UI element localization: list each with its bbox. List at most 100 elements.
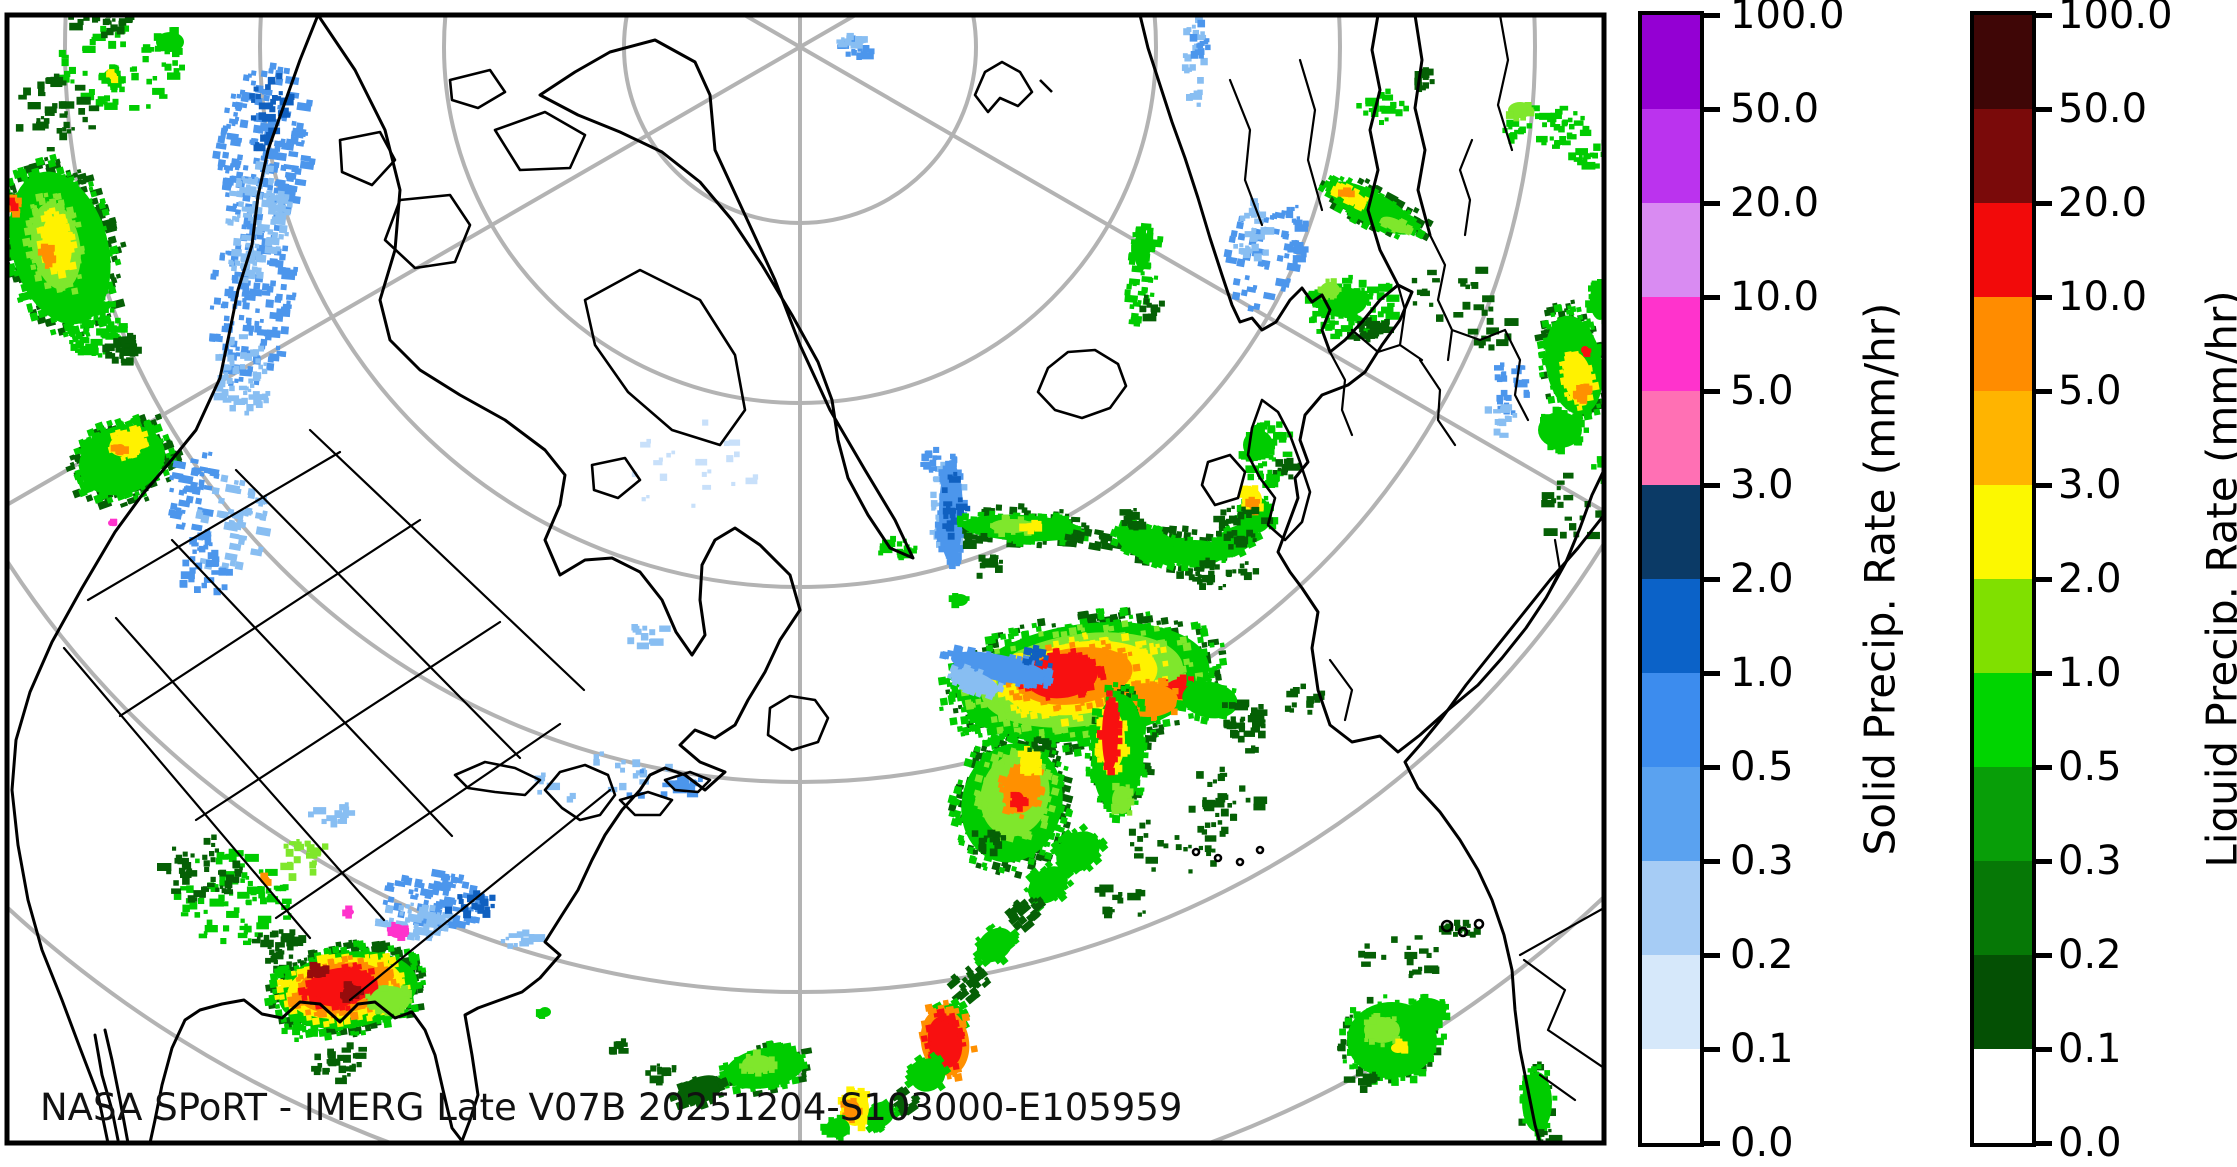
liquid-tick-mark [2036, 670, 2052, 676]
great-lakes [453, 760, 712, 822]
solid-tick-label: 0.2 [1730, 932, 1794, 978]
solid-tick-mark [1704, 12, 1720, 18]
solid-tick-label: 10.0 [1730, 274, 1820, 320]
solid-tick-mark [1704, 482, 1720, 488]
liquid-tick-mark [2036, 1140, 2052, 1146]
solid-colorbar-segment [1642, 109, 1700, 203]
liquid-tick-label: 2.0 [2058, 556, 2122, 602]
baja-coast [93, 1028, 130, 1143]
liquid-colorbar-segment [1974, 673, 2032, 767]
liquid-tick-mark [2036, 200, 2052, 206]
solid-colorbar-segment [1642, 1049, 1700, 1143]
liquid-tick-label: 100.0 [2058, 0, 2173, 38]
africa-coast [1403, 513, 1604, 1143]
solid-tick-label: 20.0 [1730, 180, 1820, 226]
liquid-tick-label: 50.0 [2058, 86, 2148, 132]
liquid-tick-label: 0.5 [2058, 744, 2122, 790]
liquid-colorbar-segment [1974, 767, 2032, 861]
southampton-island [590, 456, 642, 500]
liquid-colorbar-segment [1974, 15, 2032, 109]
liquid-tick-mark [2036, 388, 2052, 394]
solid-tick-mark [1704, 294, 1720, 300]
liquid-colorbar-segment [1974, 297, 2032, 391]
iceland-coast [1036, 348, 1128, 420]
liquid-tick-label: 0.3 [2058, 838, 2122, 884]
liquid-colorbar-segment [1974, 391, 2032, 485]
liquid-tick-mark [2036, 576, 2052, 582]
solid-tick-label: 0.3 [1730, 838, 1794, 884]
liquid-colorbar-segment [1974, 955, 2032, 1049]
coastlines [10, 15, 1604, 1143]
solid-tick-mark [1704, 764, 1720, 770]
solid-tick-mark [1704, 1046, 1720, 1052]
greenland-coast [538, 38, 915, 560]
liquid-colorbar-segment [1974, 203, 2032, 297]
liquid-tick-label: 5.0 [2058, 368, 2122, 414]
liquid-colorbar-segment [1974, 579, 2032, 673]
liquid-tick-label: 0.1 [2058, 1026, 2122, 1072]
liquid-tick-mark [2036, 858, 2052, 864]
solid-colorbar-segment [1642, 767, 1700, 861]
liquid-tick-label: 20.0 [2058, 180, 2148, 226]
liquid-colorbar-segment [1974, 861, 2032, 955]
solid-tick-label: 3.0 [1730, 462, 1794, 508]
banks-island [338, 130, 397, 187]
solid-colorbar-segment [1642, 15, 1700, 109]
liquid-tick-label: 0.2 [2058, 932, 2122, 978]
solid-colorbar-segment [1642, 673, 1700, 767]
solid-colorbar-segment [1642, 391, 1700, 485]
liquid-tick-mark [2036, 764, 2052, 770]
solid-tick-mark [1704, 106, 1720, 112]
solid-tick-label: 0.0 [1730, 1120, 1794, 1166]
europe-coast [1138, 15, 1604, 754]
solid-tick-label: 0.1 [1730, 1026, 1794, 1072]
solid-tick-label: 1.0 [1730, 650, 1794, 696]
solid-tick-mark [1704, 200, 1720, 206]
solid-colorbar-segment [1642, 297, 1700, 391]
liquid-tick-mark [2036, 12, 2052, 18]
liquid-tick-label: 10.0 [2058, 274, 2148, 320]
liquid-colorbar-segment [1974, 485, 2032, 579]
liquid-tick-label: 1.0 [2058, 650, 2122, 696]
solid-tick-mark [1704, 670, 1720, 676]
north-america-coast [10, 15, 320, 1143]
map-frame [4, 12, 1607, 1146]
europe-country-borders [1228, 15, 1562, 722]
svalbard-coast [973, 60, 1053, 114]
liquid-tick-mark [2036, 106, 2052, 112]
solid-precip-colorbar [1638, 11, 1704, 1147]
newfoundland-island [766, 694, 830, 752]
solid-colorbar-segment [1642, 203, 1700, 297]
solid-tick-mark [1704, 952, 1720, 958]
solid-tick-label: 50.0 [1730, 86, 1820, 132]
solid-precip-axis-label: Solid Precip. Rate (mm/hr) [1855, 302, 1905, 856]
solid-tick-mark [1704, 858, 1720, 864]
ellesmere-island [448, 68, 587, 172]
liquid-tick-mark [2036, 294, 2052, 300]
map-annotation: NASA SPoRT - IMERG Late V07B 20251204-S1… [40, 1086, 1182, 1129]
solid-colorbar-segment [1642, 485, 1700, 579]
solid-tick-label: 5.0 [1730, 368, 1794, 414]
liquid-colorbar-segment [1974, 1049, 2032, 1143]
liquid-tick-mark [2036, 1046, 2052, 1052]
solid-tick-label: 0.5 [1730, 744, 1794, 790]
azores-islands [1191, 845, 1265, 867]
north-america-east-coast [148, 15, 802, 1143]
liquid-precip-axis-label: Liquid Precip. Rate (mm/hr) [2197, 290, 2237, 868]
solid-colorbar-segment [1642, 955, 1700, 1049]
baltic-coast [1366, 15, 1432, 287]
liquid-tick-mark [2036, 952, 2052, 958]
solid-tick-label: 2.0 [1730, 556, 1794, 602]
solid-tick-label: 100.0 [1730, 0, 1845, 38]
solid-tick-mark [1704, 1140, 1720, 1146]
precipitation-layer [7, 15, 1604, 1143]
liquid-precip-colorbar [1970, 11, 2036, 1147]
baffin-island [583, 268, 747, 447]
great-britain-coast [1246, 398, 1312, 542]
liquid-tick-label: 3.0 [2058, 462, 2122, 508]
solid-tick-mark [1704, 388, 1720, 394]
victoria-island [383, 193, 472, 270]
